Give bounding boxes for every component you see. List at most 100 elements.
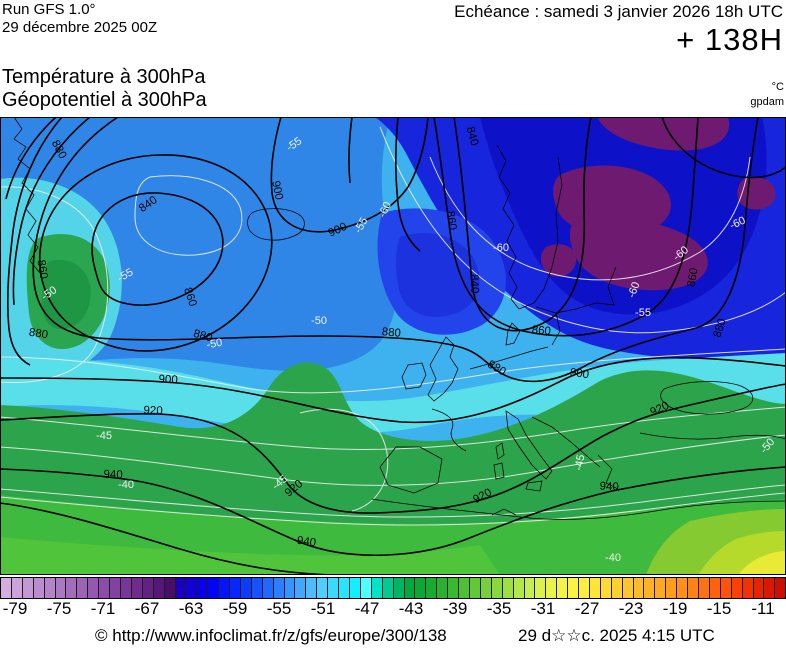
geopotential-contour-label: 860	[34, 259, 49, 280]
colorbar-tick-label: -27	[574, 599, 600, 618]
colorbar-cell	[720, 578, 732, 598]
colorbar-tick-label: -71	[90, 599, 116, 618]
colorbar-cell	[633, 578, 645, 598]
geopotential-contour-label: 860	[531, 324, 551, 338]
geopotential-contour-label: 860	[685, 267, 700, 288]
colorbar-cell	[535, 578, 547, 598]
colorbar-cell	[88, 578, 100, 598]
run-date-line: 29 décembre 2025 00Z	[2, 19, 158, 36]
colorbar-tick-label: -11	[751, 599, 775, 618]
geopotential-contour-label: 880	[711, 317, 728, 339]
geopotential-contour-label: 940	[103, 469, 123, 482]
geopotential-contour-label: 900	[269, 180, 285, 201]
isotherm-contour-label: -60	[626, 280, 643, 299]
colorbar-cell	[688, 578, 699, 598]
unit-labels: °C gpdam	[750, 80, 784, 110]
colorbar-cell	[611, 578, 623, 598]
colorbar-cell	[284, 578, 296, 598]
colorbar-cell	[99, 578, 111, 598]
geopotential-contour-label: 900	[569, 367, 590, 382]
geopotential-contour-label: 920	[143, 405, 163, 418]
map-canvas: -55-55-55-55-60-60-60-60-60-50-50-50-50-…	[0, 117, 786, 575]
isotherm-contour-label: -45	[573, 454, 588, 472]
isotherm-contour-label: -60	[493, 242, 509, 254]
valid-time-line: Echéance : samedi 3 janvier 2026 18h UTC	[454, 2, 783, 21]
colorbar-cell	[404, 578, 416, 598]
colorbar-cell	[11, 578, 23, 598]
colorbar-cell	[742, 578, 754, 598]
colorbar-cell	[44, 578, 56, 598]
geopotential-contour-label: 940	[599, 481, 619, 494]
geopotential-contour-label: 880	[28, 327, 49, 342]
parameter-line-temperature: Température à 300hPa	[2, 66, 206, 88]
isotherm-contour-label: -50	[311, 315, 327, 327]
colorbar-cell	[459, 578, 470, 598]
colorbar-cell	[120, 578, 132, 598]
colorbar-ticks: -79 -75 -71 -67 -63 -59 -55 -51 -47 -43 -39 -35 -31-…	[0, 599, 786, 619]
isotherm-contour-label: -45	[96, 430, 112, 442]
generation-datetime: 29 d☆☆c. 2025 4:15 UTC	[518, 626, 715, 645]
colorbar-cell	[546, 578, 558, 598]
temperature-fill-layer	[0, 117, 786, 575]
weather-map: -55 -55 -55 -55 -60 -60 -60 -60 -60 -50 -50 -50 -50-…	[0, 117, 786, 575]
colorbar-cell	[426, 578, 438, 598]
colorbar-cell	[33, 578, 45, 598]
unit-geopotential: gpdam	[750, 96, 784, 108]
colorbar-cell	[110, 578, 121, 598]
isotherm-contour-label: -50	[206, 337, 224, 352]
colorbar-cell	[753, 578, 765, 598]
colorbar-cell	[1, 578, 12, 598]
forecast-hour: + 138H	[676, 22, 783, 57]
colorbar-cell	[677, 578, 689, 598]
colorbar-cell	[371, 578, 383, 598]
colorbar-cell	[491, 578, 503, 598]
colorbar-cell	[524, 578, 536, 598]
colorbar-cell	[240, 578, 252, 598]
colorbar-cell	[568, 578, 580, 598]
colorbar-cell	[579, 578, 590, 598]
colorbar-cell	[219, 578, 231, 598]
copyright-link: © http://www.infoclimat.fr/z/gfs/europe/…	[95, 626, 447, 645]
colorbar-cell	[731, 578, 743, 598]
geopotential-contour-label: 900	[158, 374, 178, 387]
colorbar-cell	[502, 578, 514, 598]
colorbar-cell	[339, 578, 350, 598]
geopotential-contour-label: 860	[444, 210, 459, 231]
colorbar-cell	[262, 578, 274, 598]
colorbar-cell	[655, 578, 667, 598]
parameter-line-geopotential: Géopotentiel à 300hPa	[2, 89, 207, 111]
colorbar-tick-label: -59	[222, 599, 248, 618]
colorbar-tick-label: -43	[398, 599, 424, 618]
parameter-title: Température à 300hPa Géopotentiel à 300hP…	[2, 66, 207, 112]
geopotential-contours	[0, 117, 786, 575]
coldest-core-patches	[540, 117, 776, 291]
colorbar-tick-label: -47	[354, 599, 380, 618]
colorbar-cell	[699, 578, 710, 598]
colorbar-cell	[273, 578, 285, 598]
colorbar-cell	[142, 578, 154, 598]
colorbar-cell	[251, 578, 263, 598]
colorbar-cell	[186, 578, 198, 598]
colorbar-tick-label: -31	[530, 599, 556, 618]
colorbar-cell	[622, 578, 634, 598]
colorbar-tick-label: -51	[310, 599, 336, 618]
colorbar-cell	[469, 578, 481, 598]
colorbar-cell	[317, 578, 329, 598]
colorbar-tick-label: -23	[618, 599, 644, 618]
colorbar	[0, 577, 786, 599]
colorbar-cell	[55, 578, 67, 598]
run-info: Run GFS 1.0° 29 décembre 2025 00Z	[2, 1, 157, 37]
isotherm-contour-label: -55	[635, 307, 651, 319]
colorbar-cell	[382, 578, 394, 598]
colorbar-cell	[153, 578, 165, 598]
colorbar-cell	[77, 578, 89, 598]
colorbar-cell	[448, 578, 460, 598]
colorbar-tick-label: -15	[706, 599, 732, 618]
colorbar-cell	[22, 578, 34, 598]
colorbar-cell	[208, 578, 220, 598]
colorbar-cell	[709, 578, 721, 598]
colorbar-cell	[230, 578, 241, 598]
isotherm-contour-label: -40	[605, 552, 621, 564]
colorbar-tick-label: -79	[2, 599, 28, 618]
